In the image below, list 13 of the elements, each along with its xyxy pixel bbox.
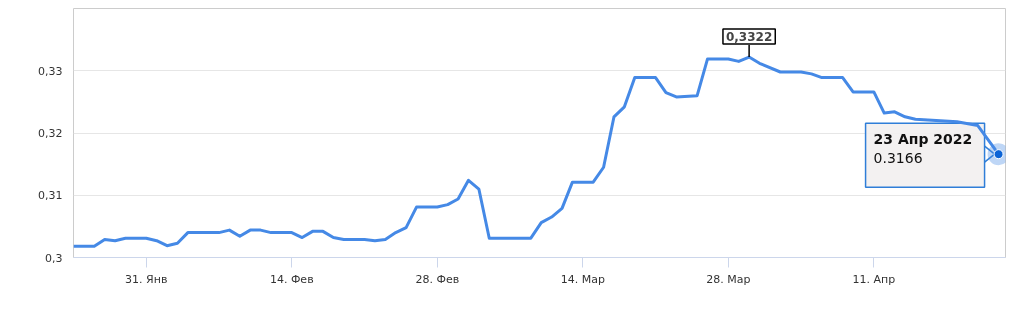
annotation: 0,3322 (725, 30, 773, 45)
x-tick-label: 11. Апр (852, 272, 896, 286)
annotation: 23 Апр 2022 (873, 131, 973, 148)
y-tick-label: 0,33 (38, 64, 63, 78)
x-tick-label: 31. Янв (125, 272, 168, 286)
y-tick-label: 0,31 (38, 189, 63, 203)
x-tick-label: 14. Мар (560, 272, 605, 286)
y-tick-label: 0,3 (45, 251, 63, 265)
annotation: 0.3166 (873, 150, 923, 167)
x-tick-label: 28. Мар (706, 272, 751, 286)
x-tick-label: 28. Фев (415, 272, 460, 286)
y-tick-label: 0,32 (38, 127, 63, 140)
x-tick-label: 14. Фев (269, 272, 314, 286)
